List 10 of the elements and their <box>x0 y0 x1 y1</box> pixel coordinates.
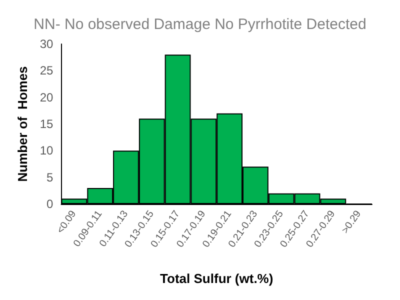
y-tick-label: 15 <box>40 117 54 131</box>
y-tick-label: 30 <box>40 37 54 51</box>
y-tick-label: 20 <box>40 90 54 104</box>
y-tick-label: 25 <box>40 64 54 78</box>
x-axis-title: Total Sulfur (wt.%) <box>160 271 274 286</box>
chart-title: NN- No observed Damage No Pyrrhotite Detected <box>34 16 366 33</box>
y-tick-label: 0 <box>46 197 54 211</box>
y-tick-label: 10 <box>40 144 54 158</box>
y-axis-title: Number of Homes <box>15 66 30 182</box>
y-tick-label: 5 <box>46 170 54 184</box>
